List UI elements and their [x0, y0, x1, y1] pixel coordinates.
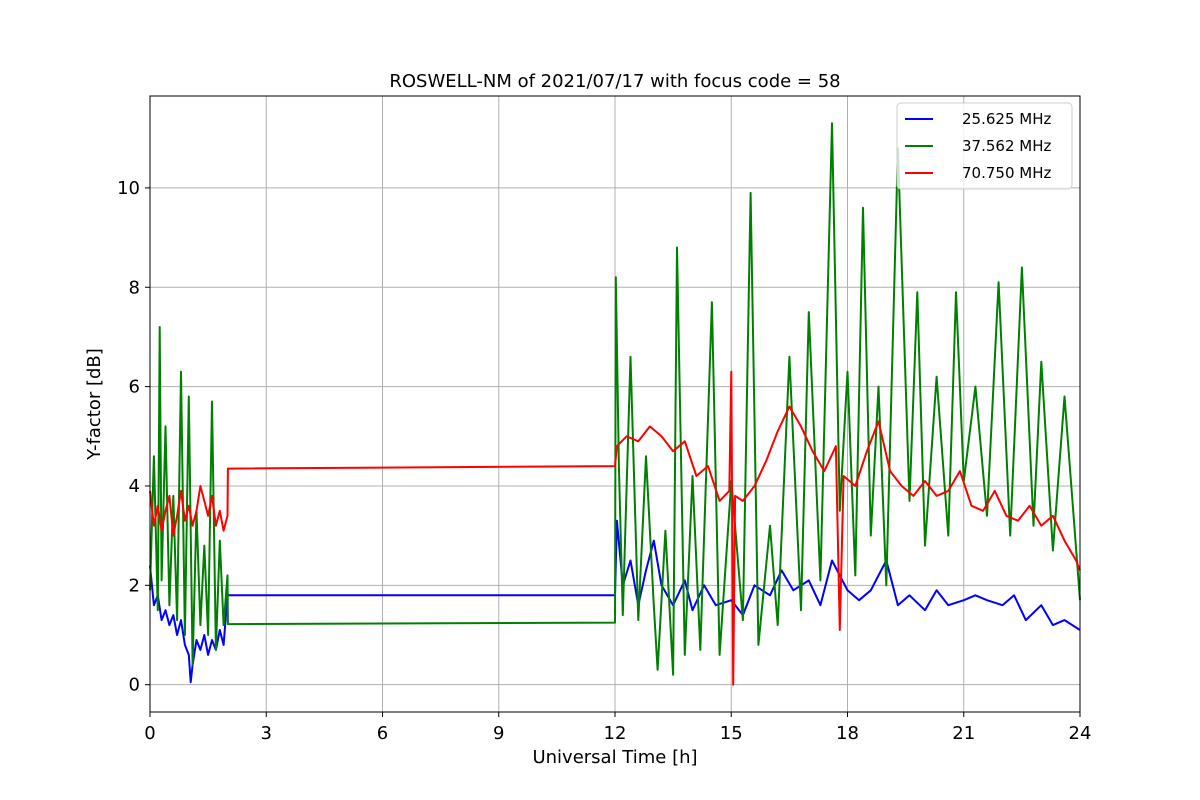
- y-tick-label: 2: [129, 575, 140, 596]
- series-line-3: [149, 370, 1081, 686]
- legend: 25.625 MHz 37.562 MHz 70.750 MHz: [896, 102, 1073, 190]
- legend-label: 70.750 MHz: [962, 164, 1051, 182]
- y-axis: 0 2 4 6 8 10: [117, 178, 150, 696]
- x-tick-label: 15: [720, 723, 743, 744]
- x-tick-label: 12: [604, 723, 627, 744]
- x-tick-label: 6: [377, 723, 388, 744]
- legend-box: [896, 102, 1073, 190]
- x-tick-label: 9: [493, 723, 504, 744]
- x-tick-label: 24: [1069, 723, 1092, 744]
- x-axis: 0 3 6 9 12 15 18 21 24: [144, 712, 1091, 744]
- series-lines: [149, 122, 1081, 686]
- series-line-1: [149, 519, 1081, 684]
- y-tick-label: 4: [129, 476, 140, 497]
- y-tick-label: 10: [117, 178, 140, 199]
- x-tick-label: 21: [952, 723, 975, 744]
- y-tick-label: 0: [129, 675, 140, 696]
- x-tick-label: 3: [261, 723, 272, 744]
- y-tick-label: 8: [129, 277, 140, 298]
- x-axis-label: Universal Time [h]: [532, 747, 697, 768]
- legend-label: 25.625 MHz: [962, 110, 1051, 128]
- chart-title: ROSWELL-NM of 2021/07/17 with focus code…: [389, 71, 840, 92]
- legend-label: 37.562 MHz: [962, 137, 1051, 155]
- y-tick-label: 6: [129, 377, 140, 398]
- x-tick-label: 0: [144, 723, 155, 744]
- y-axis-label: Y-factor [dB]: [84, 348, 105, 461]
- series-line-2: [149, 122, 1081, 676]
- x-tick-label: 18: [836, 723, 859, 744]
